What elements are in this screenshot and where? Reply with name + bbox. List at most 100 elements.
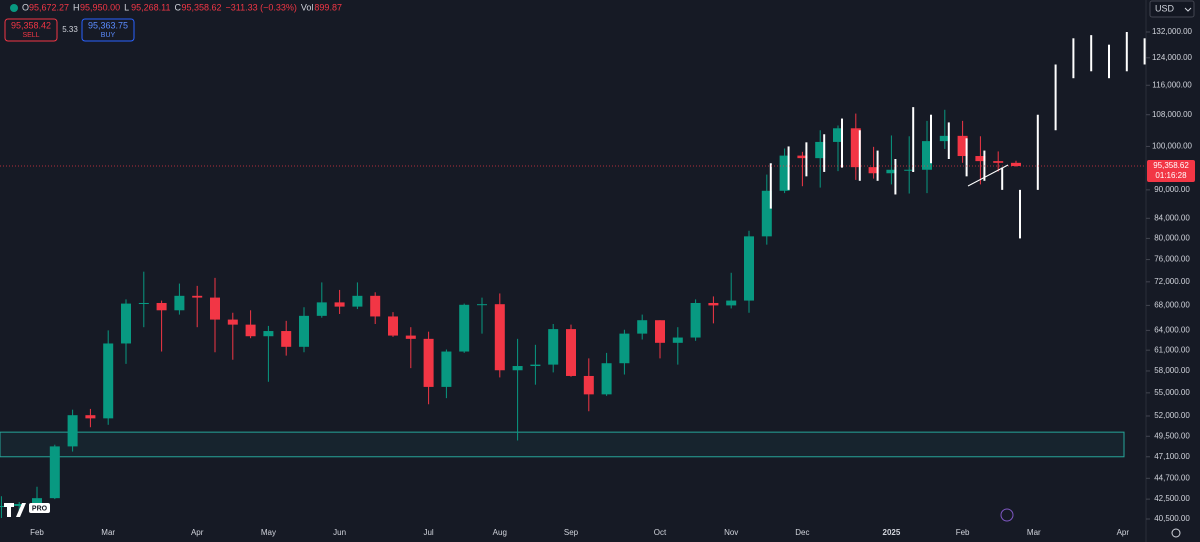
candle-body [922, 141, 932, 170]
buy-label[interactable]: BUY [101, 32, 116, 39]
x-tick-label: Feb [956, 528, 970, 537]
candle-body [655, 320, 665, 343]
sell-box[interactable] [4, 18, 58, 42]
candle-body [405, 335, 416, 339]
candle-body [797, 155, 808, 159]
candle-body [423, 338, 434, 387]
ohlc-key: C [174, 2, 181, 12]
volume-key: Vol [301, 2, 314, 12]
x-tick-label: Apr [191, 528, 204, 537]
candle-body [761, 190, 772, 237]
ohlc-value: 95,358.62 [181, 2, 221, 12]
y-tick-label: 132,000.00 [1152, 27, 1193, 36]
currency-box[interactable] [1149, 0, 1195, 18]
candle-body [334, 302, 345, 307]
candle-body [459, 304, 470, 352]
candle-body [975, 156, 986, 162]
header: O 95,672.27 H 95,950.00 L 95,268.11 C 95,358.62… [10, 2, 342, 12]
buy-button[interactable]: 95,363.75 BUY [81, 18, 135, 42]
x-tick-label: May [261, 528, 276, 537]
candle-body [0, 505, 7, 507]
logo-mark [4, 503, 26, 517]
sell-label[interactable]: SELL [22, 32, 39, 39]
candle-body [388, 316, 398, 336]
candle-body [868, 167, 879, 174]
buy-box[interactable] [81, 18, 135, 42]
y-tick-label: 44,700.00 [1154, 473, 1190, 482]
dropdown-icon[interactable] [1184, 7, 1192, 12]
y-tick-label: 80,000.00 [1154, 234, 1190, 243]
x-tick-label: Sep [564, 528, 579, 537]
candle-body [441, 351, 452, 387]
pro-badge [29, 503, 50, 513]
candle-body [708, 302, 719, 306]
candle-body [263, 331, 274, 337]
y-tick-label: 42,500.00 [1154, 494, 1190, 503]
y-tick-label: 108,000.00 [1152, 110, 1193, 119]
candle-body [957, 135, 968, 157]
y-tick-label: 47,100.00 [1154, 452, 1190, 461]
candle-body [886, 169, 897, 174]
ohlc-value: 95,950.00 [80, 2, 120, 12]
candle-body [1011, 162, 1021, 167]
candle-body [494, 304, 505, 371]
x-tick-label: Jun [333, 528, 346, 537]
y-tick-label: 68,000.00 [1154, 301, 1190, 310]
buy-price[interactable]: 95,363.75 [88, 20, 128, 30]
candle-body [245, 324, 256, 337]
candle-body [477, 304, 487, 306]
y-tick-label: 116,000.00 [1152, 80, 1192, 89]
candle-body [672, 337, 683, 343]
last-price-box [1147, 160, 1195, 183]
y-tick-label: 76,000.00 [1154, 255, 1190, 264]
candle-body [779, 155, 790, 191]
x-tick-label: Dec [795, 528, 809, 537]
y-tick-label: 124,000.00 [1152, 53, 1193, 62]
y-tick-label: 90,000.00 [1154, 185, 1190, 194]
last-price-label: 95,358.62 [1153, 161, 1189, 170]
y-tick-label: 58,000.00 [1154, 366, 1190, 375]
candle-body [174, 295, 185, 311]
trend-line [967, 164, 1009, 187]
candle-body [530, 364, 541, 367]
x-tick-label: Apr [1117, 528, 1130, 537]
y-tick-label: 84,000.00 [1154, 213, 1190, 222]
x-tick-label: Aug [493, 528, 507, 537]
candle-body [14, 504, 25, 506]
ohlc-key: O [22, 2, 29, 12]
ohlc-key: L [124, 2, 129, 12]
brand: PRO [32, 505, 48, 512]
y-tick-label: 100,000.00 [1152, 142, 1193, 151]
candle-body [85, 415, 96, 419]
y-tick-label: 72,000.00 [1154, 277, 1190, 286]
candle-body [548, 329, 559, 365]
y-tick-label: 40,500.00 [1154, 514, 1190, 523]
candle-body [815, 141, 826, 159]
sell-price[interactable]: 95,358.42 [11, 20, 51, 30]
currency[interactable]: USD [1155, 3, 1175, 13]
candle-body [583, 375, 594, 395]
currency-button[interactable]: USD [1149, 0, 1195, 18]
y-tick-label: 55,000.00 [1154, 388, 1190, 397]
candle-body [512, 366, 523, 371]
ohlc-key: H [73, 2, 80, 12]
sell-button[interactable]: 95,358.42 SELL [4, 18, 58, 42]
candle-body [316, 302, 327, 316]
candle-body [833, 128, 843, 142]
candle-body [904, 169, 915, 171]
plot: 132,000.00 124,000.00 116,000.00 108,000.00… [0, 27, 1195, 537]
settings-icon[interactable] [1171, 528, 1181, 538]
candle-body [566, 329, 576, 376]
replay-icon[interactable] [1000, 508, 1014, 522]
candle-body [352, 295, 363, 307]
ohlc-value: 95,672.27 [29, 2, 69, 12]
countdown: 01:16:28 [1155, 171, 1187, 180]
candle-body [993, 161, 1004, 163]
y-tick-label: 52,000.00 [1154, 411, 1190, 420]
x-tick-label: Mar [1027, 528, 1041, 537]
candle-body [744, 236, 754, 301]
logo: PRO [4, 503, 50, 517]
candle-body [281, 331, 292, 347]
candle-body [299, 315, 309, 347]
